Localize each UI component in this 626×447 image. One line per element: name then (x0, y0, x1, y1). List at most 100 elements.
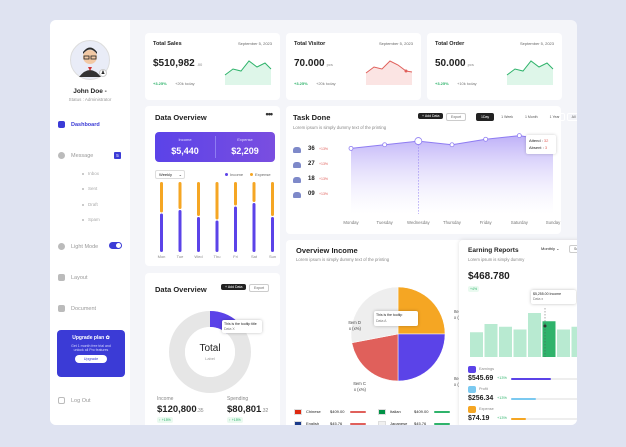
earning-row-label: Earnings (479, 367, 494, 371)
donut-tooltip: This is the tooltip title Data X (222, 320, 262, 333)
line-point[interactable] (348, 145, 354, 151)
spending-label: Spending (227, 396, 249, 402)
stat-card: Total Sales September 5, 2023 $510,982.00 +… (145, 33, 280, 100)
range-tab[interactable]: 1 Week (496, 113, 518, 121)
line-point[interactable] (449, 142, 455, 148)
day-label: Tuesday (377, 220, 394, 225)
divider (215, 136, 216, 158)
language-value: $409.00 (330, 409, 345, 414)
nav-dashboard-label: Dashboard (71, 121, 100, 128)
people-icon (293, 162, 301, 168)
income-delta: ↑ +15% (157, 417, 173, 423)
pie-label: Item C (353, 381, 366, 386)
chart-icon (468, 366, 476, 373)
earning-bar[interactable] (542, 321, 556, 357)
range-tab[interactable]: 1 Year (544, 113, 565, 121)
period-select-value: Monthly (541, 246, 556, 251)
expense-value: $2,209 (231, 146, 259, 156)
range-tab[interactable]: 1 Month (519, 113, 543, 121)
period-select[interactable]: Weekly ⌄ (155, 170, 185, 179)
pie-sublabel: x (x%) (354, 387, 367, 392)
earning-bar[interactable] (571, 326, 578, 357)
avatar-icon (79, 47, 101, 77)
stat-date: September 5, 2023 (237, 41, 272, 46)
nav-message[interactable]: Message (58, 152, 93, 159)
bar-expense (252, 182, 256, 202)
nav-layout[interactable]: Layout (58, 274, 88, 281)
period-select-value: Weekly (159, 172, 173, 177)
nav-draft[interactable]: Draft (82, 202, 98, 207)
card-subtitle: Lorem ipsum is simply dummy text of the … (293, 125, 387, 130)
pie-tooltip-sub: Data A (376, 319, 387, 323)
earning-bar[interactable] (499, 326, 512, 357)
donut-segment (169, 311, 251, 393)
earning-bar[interactable] (484, 324, 498, 357)
nav-inbox[interactable]: Inbox (82, 171, 99, 176)
attendance-line-chart: Monday Tuesday Wednesday Thursday Friday Satu… (343, 133, 561, 225)
tooltip-absent: Absent : 3 (529, 145, 553, 150)
line-point[interactable] (414, 137, 423, 145)
progress-fill (511, 418, 526, 420)
stat-value-suffix: pcs (467, 62, 474, 67)
day-label: Monday (343, 220, 359, 225)
card-title: Data Overview (155, 285, 207, 294)
legend-expense-label: Expense (255, 172, 271, 177)
spending-decimals: .32 (261, 408, 269, 414)
add-data-button[interactable]: + Add Data (418, 113, 444, 119)
income-value: $120,800.35 (157, 404, 204, 415)
stat-sub: +20k today (175, 81, 195, 86)
nav-dashboard[interactable]: Dashboard (58, 121, 100, 128)
earning-bar[interactable] (528, 313, 541, 357)
pie-slice[interactable] (397, 333, 446, 382)
chart-icon (468, 406, 476, 413)
nav-sent[interactable]: Sent (82, 186, 97, 191)
stat-sub: +20k today (316, 81, 336, 86)
see-more-button[interactable]: See more (569, 245, 577, 253)
line-point[interactable] (516, 133, 522, 139)
earning-bar[interactable] (557, 329, 570, 358)
range-tabs: 1Day 1 Week 1 Month 1 Year All (476, 113, 577, 121)
nav-spam[interactable]: Spam (82, 217, 100, 222)
export-button[interactable]: Export (446, 113, 467, 121)
earning-bar[interactable] (513, 329, 527, 358)
language-value: $45.76 (330, 421, 343, 425)
range-tab[interactable]: 1Day (476, 113, 495, 121)
pie-sublabel: x (x%) (349, 326, 362, 331)
earning-row-value: $545.69 (468, 375, 494, 382)
add-data-button[interactable]: + Add Data (221, 284, 247, 290)
line-point[interactable] (382, 142, 388, 148)
flag-icon (294, 409, 302, 415)
period-select[interactable]: Monthly ⌄ (541, 246, 560, 251)
bar-income (271, 217, 274, 252)
light-mode-toggle[interactable] (109, 242, 122, 249)
export-button[interactable]: Export (249, 284, 270, 292)
flag-icon (378, 409, 386, 415)
line-point[interactable] (483, 136, 489, 142)
pie-slice[interactable] (351, 333, 399, 382)
day-label: Saturday (511, 220, 529, 225)
nav-document[interactable]: Document (58, 305, 96, 312)
tooltip-absent-label: Absent : (529, 145, 544, 150)
language-value: $409.00 (414, 409, 429, 414)
earning-bar[interactable] (470, 332, 483, 357)
card-title: Data Overview (155, 113, 207, 122)
stat-sub: +10k today (457, 81, 477, 86)
avatar[interactable]: ♟ (70, 40, 110, 80)
language-name: English (306, 421, 320, 425)
upgrade-button[interactable]: Upgrade (75, 355, 107, 363)
nav-logout[interactable]: Log Out (58, 397, 91, 404)
stat-date: September 5, 2023 (378, 41, 413, 46)
sparkline-line (224, 60, 272, 76)
task-row-pct: +13% (319, 177, 329, 181)
more-menu-icon[interactable]: ••• (265, 109, 274, 119)
stat-delta: +3.25% (294, 81, 308, 86)
stat-sparkline (224, 60, 272, 85)
progress-fill (511, 378, 551, 380)
home-icon (58, 121, 65, 128)
expense-label: Expense (237, 137, 253, 142)
card-title: Earning Reports (468, 247, 519, 254)
progress-bar (350, 411, 366, 413)
earning-row-label: Profit (479, 387, 488, 391)
earning-row-value: $256.34 (468, 395, 494, 402)
range-tab[interactable]: All (566, 113, 577, 121)
